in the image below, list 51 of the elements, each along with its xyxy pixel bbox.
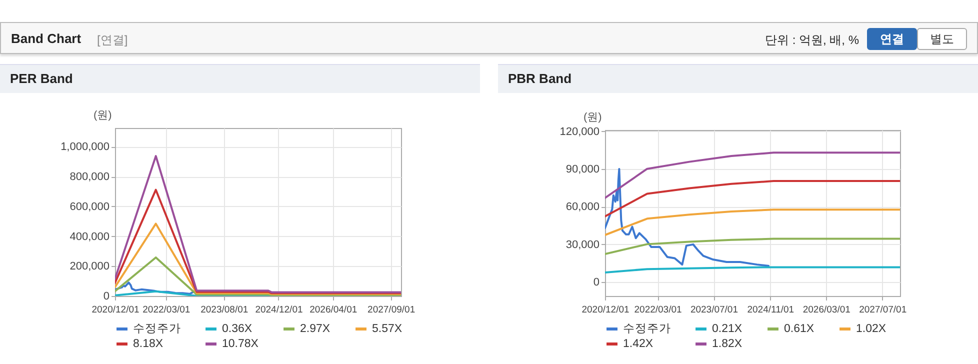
line-series xyxy=(605,238,900,255)
legend-label: 0.21X xyxy=(712,323,742,335)
text: Band Chart xyxy=(11,31,82,46)
y-tick-label: 200,000 xyxy=(70,260,110,273)
x-tick-label: 2024/12/01 xyxy=(255,304,303,316)
y-tick-label: 0 xyxy=(103,290,110,302)
x-tick-label: 2020/12/01 xyxy=(92,304,140,316)
x-tick-label: 2027/07/01 xyxy=(859,304,907,316)
x-tick-label: 2020/12/01 xyxy=(582,304,630,316)
legend-label: 10.78X xyxy=(222,338,259,350)
line-series xyxy=(605,180,900,218)
x-tick-label: 2027/09/01 xyxy=(368,304,416,316)
x-tick-label: 2026/03/01 xyxy=(802,304,850,316)
legend-label: 2.97X xyxy=(300,323,330,335)
text: 연결 xyxy=(867,28,917,50)
y-tick-label: 90,000 xyxy=(566,163,600,176)
y-tick-label: 600,000 xyxy=(70,200,110,213)
x-tick-label: 2026/04/01 xyxy=(310,304,358,316)
legend-label: 0.61X xyxy=(784,323,814,335)
x-tick-label: 2024/11/01 xyxy=(747,304,794,316)
y-tick-label: 800,000 xyxy=(70,171,110,184)
text: 단위 : 억원, 배, % xyxy=(764,32,859,49)
legend-label: 수정주가 xyxy=(133,323,181,335)
chart-title: PER Band xyxy=(0,64,480,93)
line-series xyxy=(605,208,900,236)
x-tick-label: 2023/07/01 xyxy=(690,304,738,316)
x-tick-label: 2022/03/01 xyxy=(142,304,190,316)
x-tick-label: 2023/08/01 xyxy=(200,304,248,316)
legend-label: 1.02X xyxy=(856,323,886,335)
line-series xyxy=(605,152,900,199)
y-tick-label: 60,000 xyxy=(566,201,600,214)
legend-label: 1.82X xyxy=(712,338,742,350)
y-tick-label: 1,000,000 xyxy=(60,141,110,154)
legend-label: 8.18X xyxy=(133,338,164,350)
x-tick-label: 2022/03/01 xyxy=(634,304,682,316)
y-tick-label: 120,000 xyxy=(560,126,600,138)
legend-label: 5.57X xyxy=(372,323,402,335)
line-series xyxy=(605,168,770,267)
legend-label: 0.36X xyxy=(222,323,252,335)
chart-title: PBR Band xyxy=(498,64,978,93)
line-series xyxy=(115,188,401,294)
y-tick-label: 400,000 xyxy=(70,230,110,243)
text: [연결] xyxy=(97,32,128,49)
y-tick-label: 0 xyxy=(593,276,600,289)
text: 별도 xyxy=(917,28,967,50)
y-tick-label: 30,000 xyxy=(566,238,600,251)
line-series xyxy=(115,155,401,294)
legend-label: 1.42X xyxy=(623,338,654,350)
y-axis-title: (원) xyxy=(94,110,112,122)
legend-label: 수정주가 xyxy=(623,323,671,335)
y-axis-title: (원) xyxy=(584,112,602,124)
